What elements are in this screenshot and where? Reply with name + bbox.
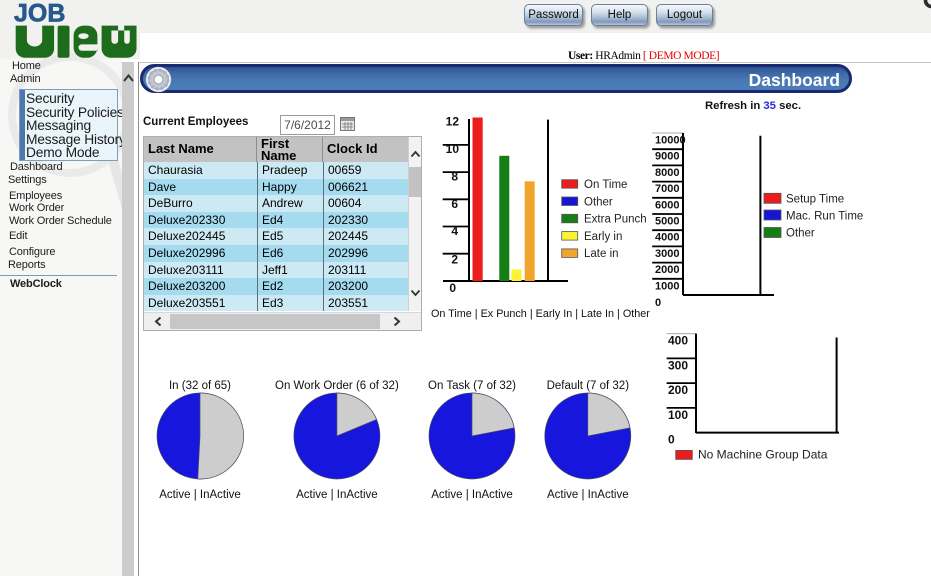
svg-text:On Task (7 of 32): On Task (7 of 32) [428, 380, 516, 392]
svg-text:6000: 6000 [655, 199, 679, 211]
svg-text:2: 2 [451, 252, 458, 266]
svg-text:Active | InActive: Active | InActive [431, 489, 513, 501]
svg-text:3000: 3000 [655, 248, 679, 260]
svg-text:Late in: Late in [584, 248, 619, 260]
svg-text:12: 12 [446, 115, 460, 129]
svg-text:Active | InActive: Active | InActive [159, 489, 241, 501]
svg-text:5000: 5000 [655, 216, 679, 228]
svg-text:0: 0 [668, 433, 675, 447]
svg-text:In (32 of 65): In (32 of 65) [169, 380, 231, 392]
svg-text:0: 0 [655, 297, 661, 309]
svg-text:On Time | Ex Punch | Early In: On Time | Ex Punch | Early In | Late In … [431, 308, 650, 320]
svg-text:100: 100 [668, 408, 688, 422]
svg-text:No Machine Group Data: No Machine Group Data [698, 448, 828, 462]
svg-text:Active | InActive: Active | InActive [547, 489, 629, 501]
svg-text:8000: 8000 [655, 167, 679, 179]
svg-text:200: 200 [668, 383, 688, 397]
svg-text:1000: 1000 [655, 280, 679, 292]
svg-text:JOB: JOB [14, 0, 65, 28]
svg-text:7000: 7000 [655, 183, 679, 195]
svg-text:Early in: Early in [584, 231, 622, 243]
svg-text:Active | InActive: Active | InActive [296, 489, 378, 501]
svg-text:400: 400 [668, 334, 688, 348]
svg-text:10000: 10000 [655, 135, 686, 147]
svg-text:Mac. Run Time: Mac. Run Time [786, 210, 863, 222]
svg-text:4: 4 [451, 224, 458, 238]
svg-text:Default (7 of 32): Default (7 of 32) [547, 380, 630, 392]
svg-text:6: 6 [451, 197, 458, 211]
svg-text:300: 300 [668, 358, 688, 372]
svg-text:9000: 9000 [655, 151, 679, 163]
svg-text:Other: Other [786, 228, 815, 240]
svg-text:Other: Other [584, 196, 613, 208]
svg-text:On Time: On Time [584, 179, 627, 191]
svg-text:Setup Time: Setup Time [786, 193, 844, 205]
svg-text:On Work Order (6 of 32): On Work Order (6 of 32) [275, 380, 399, 392]
svg-text:Extra Punch: Extra Punch [584, 214, 647, 226]
svg-text:0: 0 [449, 281, 456, 295]
svg-text:10: 10 [446, 142, 460, 156]
svg-text:2000: 2000 [655, 264, 679, 276]
svg-text:8: 8 [451, 170, 458, 184]
svg-text:4000: 4000 [655, 232, 679, 244]
